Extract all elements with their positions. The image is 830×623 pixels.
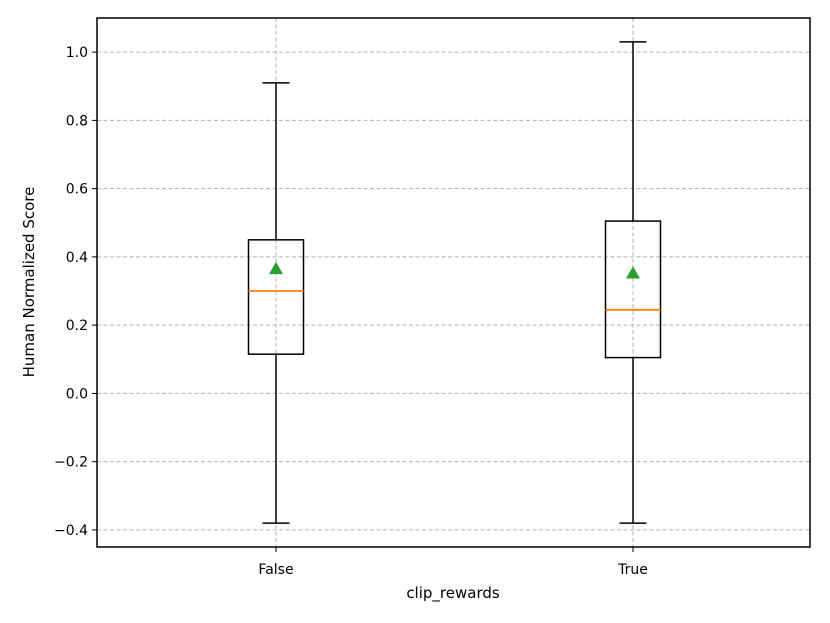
box-false (247, 82, 305, 524)
x-axis-title: clip_rewards (406, 584, 500, 603)
y-tick-label: 0.8 (66, 113, 88, 129)
y-tick-label: 0.0 (66, 386, 88, 402)
mean-marker (626, 266, 640, 279)
y-axis-title: Human Normalized Score (20, 187, 38, 378)
y-tick-label: 0.2 (66, 318, 88, 334)
y-tick-label: 0.4 (66, 250, 88, 266)
box-series (247, 41, 662, 524)
axes (96, 17, 811, 548)
grid-lines (97, 18, 810, 547)
plot-frame (96, 17, 811, 548)
y-tick-label: 0.6 (66, 182, 88, 198)
interquartile-box (247, 239, 305, 355)
mean-marker (269, 261, 283, 275)
x-tick-label: True (617, 562, 648, 578)
y-tick-label: −0.2 (54, 455, 88, 471)
y-tick-label: 1.0 (66, 45, 88, 61)
tick-marks-and-labels: −0.4 −0.2 0.0 0.2 0.4 0.6 0.8 1.0 False True (54, 45, 648, 578)
interquartile-box (604, 220, 662, 359)
x-tick-label: False (258, 562, 293, 578)
y-tick-label: −0.4 (54, 523, 88, 539)
box-true (604, 41, 662, 524)
